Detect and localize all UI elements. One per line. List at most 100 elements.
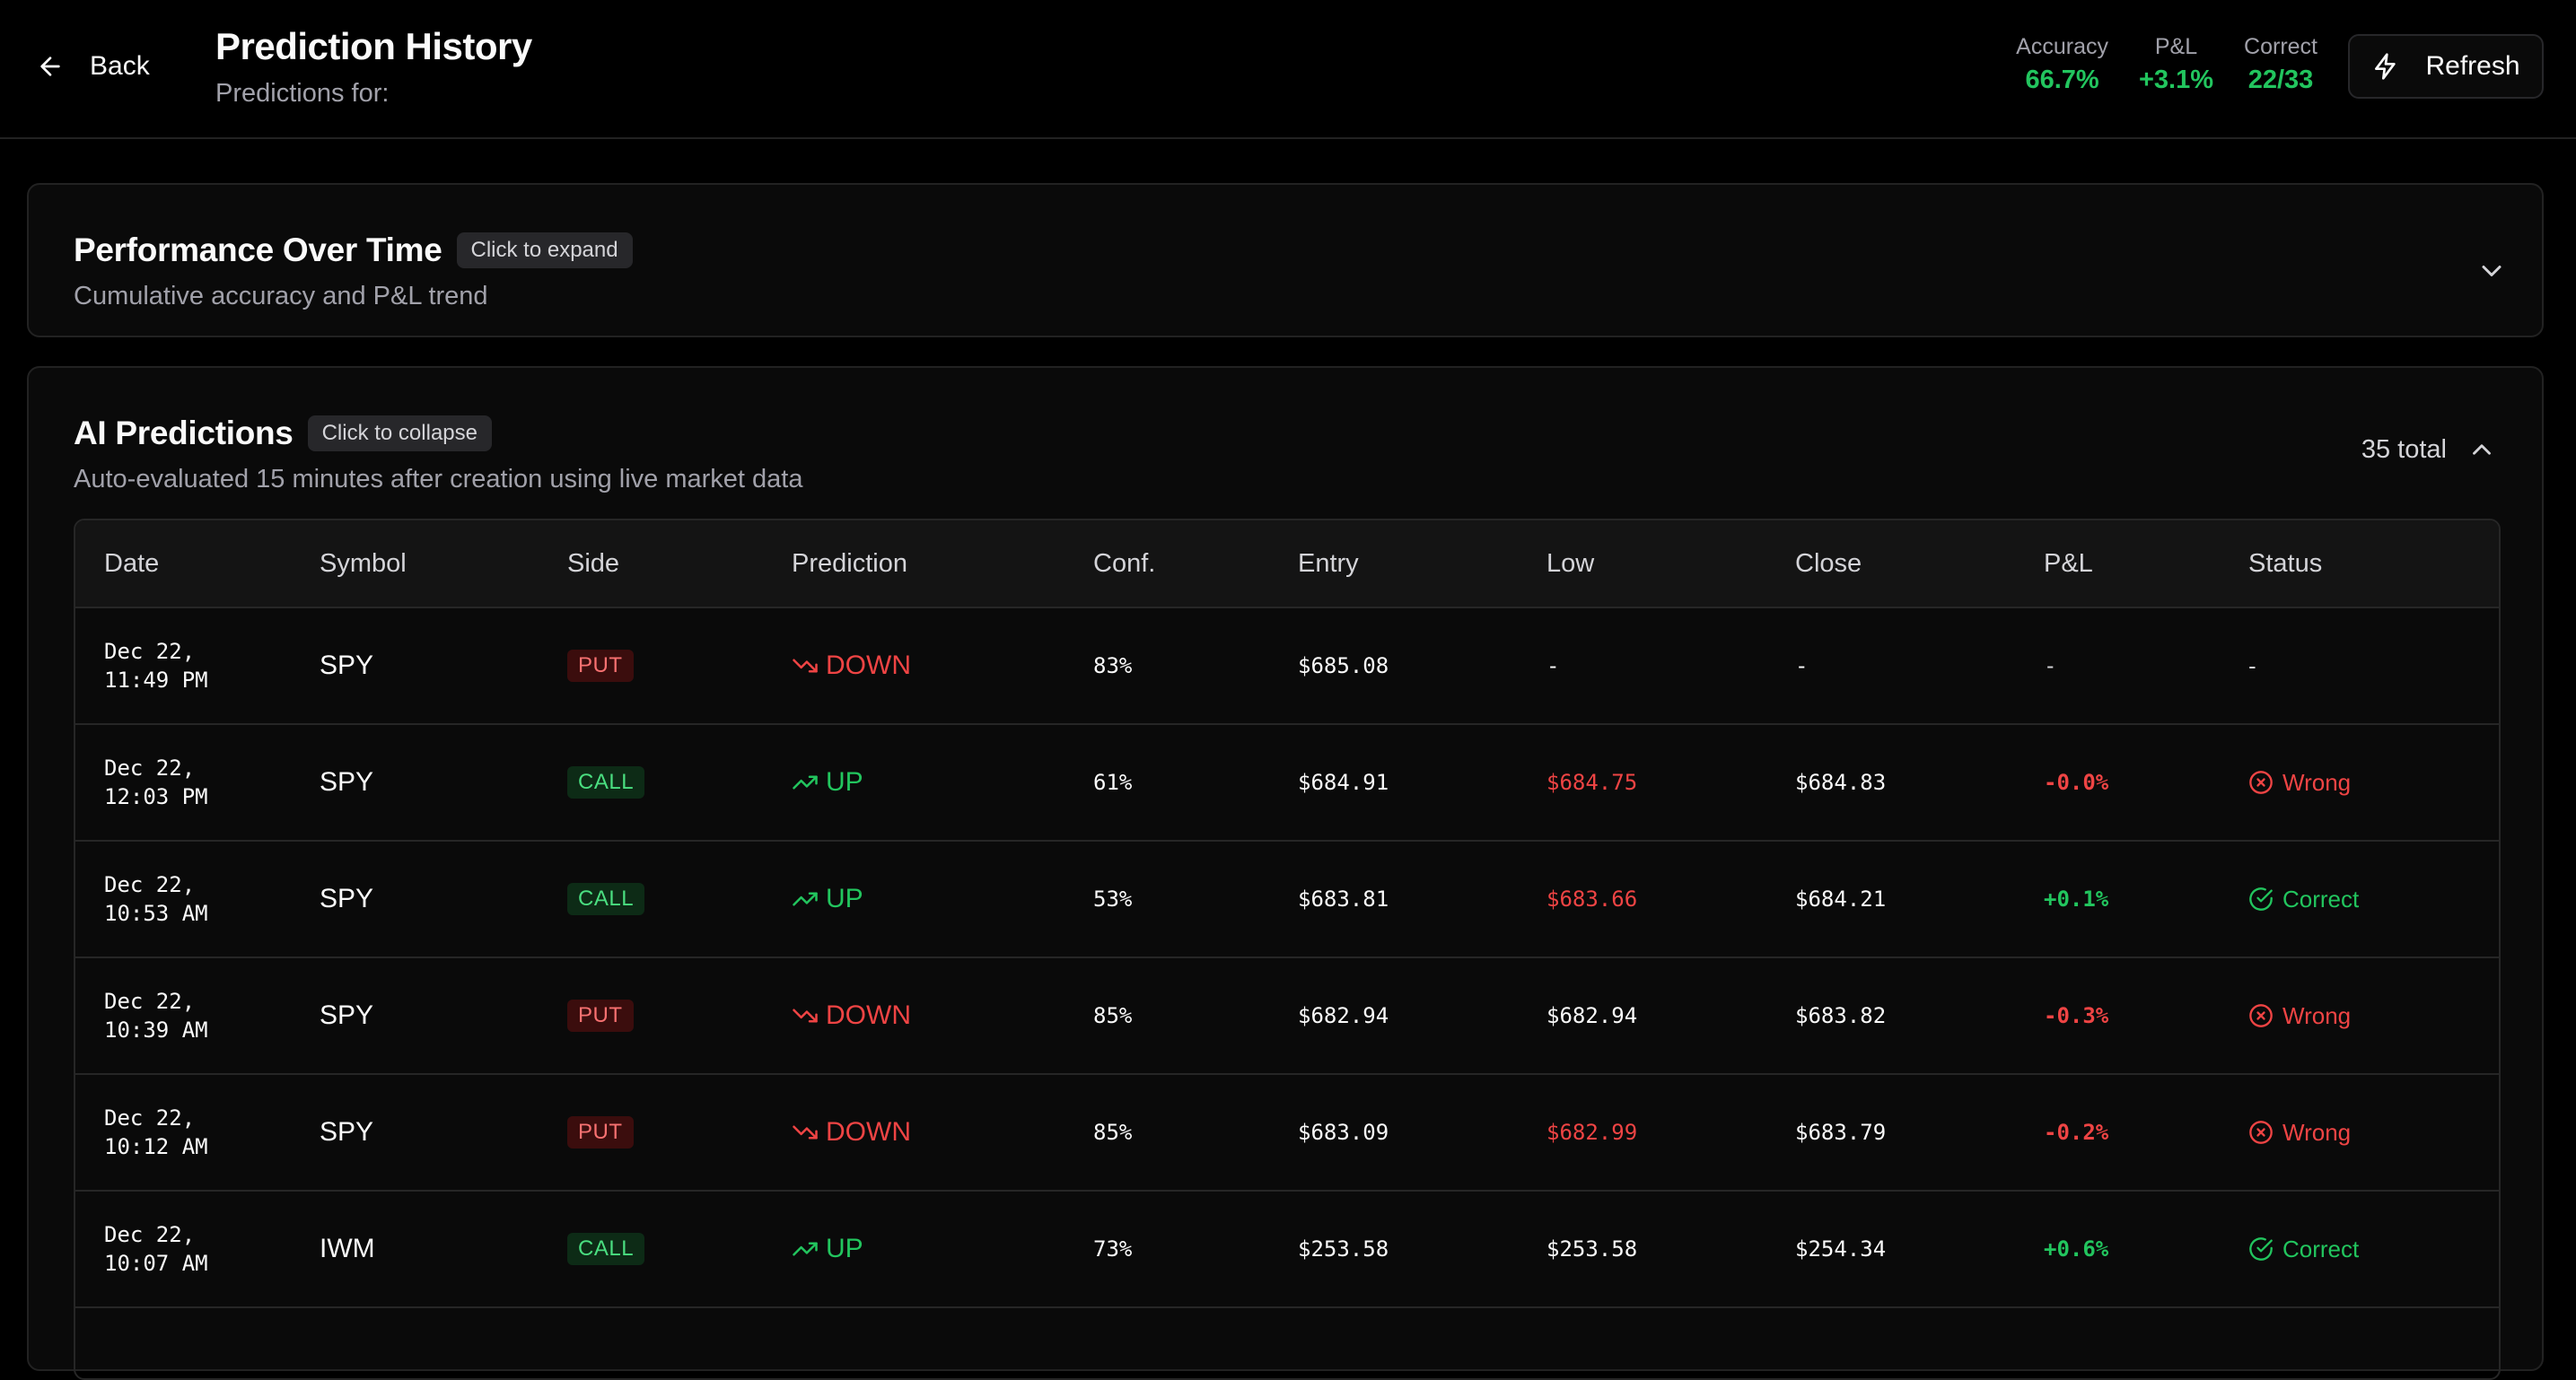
pnl-cell: -0.3% bbox=[2044, 1003, 2109, 1028]
column-header-prediction: Prediction bbox=[792, 548, 907, 578]
status-cell: Correct bbox=[2248, 842, 2359, 956]
prediction-cell: UP bbox=[792, 842, 863, 956]
low-cell: $683.66 bbox=[1546, 887, 1638, 912]
side-cell: PUT bbox=[567, 1075, 634, 1190]
table-header-row: Date Symbol Side Prediction Conf. Entry … bbox=[75, 520, 2499, 607]
predictions-header[interactable]: AI Predictions Click to collapse Auto-ev… bbox=[74, 415, 802, 494]
entry-cell: $253.58 bbox=[1298, 1236, 1389, 1262]
close-cell: $684.83 bbox=[1795, 770, 1887, 795]
stat-value: +3.1% bbox=[2138, 66, 2214, 94]
column-header-status: Status bbox=[2248, 548, 2323, 578]
low-cell: $682.99 bbox=[1546, 1120, 1638, 1145]
date-cell: Dec 22, 10:07 AM bbox=[104, 1222, 208, 1276]
stat-label: Accuracy bbox=[2016, 34, 2108, 59]
performance-card[interactable]: Performance Over Time Click to expand Cu… bbox=[27, 183, 2544, 337]
date-cell: Dec 22, 12:03 PM bbox=[104, 756, 208, 809]
stat-accuracy: Accuracy 66.7% bbox=[2016, 34, 2108, 95]
side-cell: CALL bbox=[567, 842, 645, 956]
stat-label: Correct bbox=[2244, 34, 2318, 59]
expand-hint-pill: Click to expand bbox=[456, 232, 633, 268]
trending-down-icon bbox=[793, 659, 818, 673]
prediction-cell: DOWN bbox=[792, 608, 911, 723]
table-row[interactable]: Dec 22, 10:53 AM SPY CALL UP 53% $683.81 … bbox=[75, 840, 2499, 956]
close-cell: - bbox=[1795, 653, 1809, 678]
side-cell: PUT bbox=[567, 608, 634, 723]
date-cell: Dec 22, 10:39 AM bbox=[104, 989, 208, 1043]
side-cell: PUT bbox=[567, 958, 634, 1073]
entry-cell: $682.94 bbox=[1298, 1003, 1389, 1028]
performance-header: Performance Over Time Click to expand Cu… bbox=[74, 231, 633, 311]
page-subtitle: Predictions for: bbox=[215, 79, 390, 108]
confidence-cell: 73% bbox=[1093, 1236, 1133, 1262]
trending-down-icon bbox=[793, 1125, 818, 1140]
stat-label: P&L bbox=[2154, 34, 2198, 59]
side-badge: PUT bbox=[567, 1000, 634, 1032]
column-header-pnl: P&L bbox=[2044, 548, 2093, 578]
pnl-cell: +0.1% bbox=[2044, 887, 2109, 912]
chevron-up-icon bbox=[2473, 444, 2491, 455]
table-row[interactable] bbox=[75, 1306, 2499, 1378]
column-header-side: Side bbox=[567, 548, 620, 578]
status-cell: Wrong bbox=[2248, 725, 2351, 840]
low-cell: - bbox=[1546, 653, 1560, 678]
column-header-close: Close bbox=[1795, 548, 1862, 578]
table-row[interactable]: Dec 22, 10:12 AM SPY PUT DOWN 85% $683.09… bbox=[75, 1073, 2499, 1190]
symbol-cell: SPY bbox=[320, 767, 374, 797]
table-row[interactable]: Dec 22, 11:49 PM SPY PUT DOWN 83% $685.08… bbox=[75, 607, 2499, 723]
symbol-cell: SPY bbox=[320, 1000, 374, 1030]
check-circle-icon bbox=[2249, 1237, 2273, 1261]
prediction-cell: UP bbox=[792, 725, 863, 840]
total-count[interactable]: 35 total bbox=[2361, 434, 2497, 465]
back-button[interactable]: Back bbox=[36, 39, 150, 93]
prediction-cell: DOWN bbox=[792, 1075, 911, 1190]
date-cell: Dec 22, 10:53 AM bbox=[104, 872, 208, 926]
side-badge: CALL bbox=[567, 883, 645, 915]
table-row[interactable]: Dec 22, 10:39 AM SPY PUT DOWN 85% $682.94… bbox=[75, 956, 2499, 1073]
close-cell: $254.34 bbox=[1795, 1236, 1887, 1262]
close-cell: $683.82 bbox=[1795, 1003, 1887, 1028]
trending-up-icon bbox=[793, 775, 818, 790]
status-cell: Correct bbox=[2248, 1192, 2359, 1306]
low-cell: $253.58 bbox=[1546, 1236, 1638, 1262]
pnl-cell: - bbox=[2044, 653, 2057, 678]
confidence-cell: 53% bbox=[1093, 887, 1133, 912]
column-header-symbol: Symbol bbox=[320, 548, 407, 578]
close-cell: $683.79 bbox=[1795, 1120, 1887, 1145]
symbol-cell: SPY bbox=[320, 884, 374, 913]
stat-value: 22/33 bbox=[2247, 66, 2314, 94]
x-circle-icon bbox=[2249, 1004, 2273, 1027]
x-circle-icon bbox=[2249, 771, 2273, 794]
predictions-card: AI Predictions Click to collapse Auto-ev… bbox=[27, 366, 2544, 1380]
table-row[interactable]: Dec 22, 12:03 PM SPY CALL UP 61% $684.91 … bbox=[75, 723, 2499, 840]
entry-cell: $684.91 bbox=[1298, 770, 1389, 795]
refresh-button[interactable]: Refresh bbox=[2348, 34, 2544, 99]
stat-value: 66.7% bbox=[2025, 66, 2099, 94]
confidence-cell: 61% bbox=[1093, 770, 1133, 795]
arrow-left-icon bbox=[40, 57, 60, 76]
column-header-low: Low bbox=[1546, 548, 1595, 578]
table-row[interactable]: Dec 22, 10:07 AM IWM CALL UP 73% $253.58 … bbox=[75, 1190, 2499, 1306]
collapse-hint-pill: Click to collapse bbox=[307, 415, 492, 451]
column-header-confidence: Conf. bbox=[1093, 548, 1156, 578]
date-cell: Dec 22, 11:49 PM bbox=[104, 639, 208, 693]
status-cell: Wrong bbox=[2248, 958, 2351, 1073]
chevron-down-icon[interactable] bbox=[2475, 255, 2508, 287]
trending-down-icon bbox=[793, 1009, 818, 1023]
page-title: Prediction History bbox=[215, 25, 532, 67]
pnl-cell: -0.0% bbox=[2044, 770, 2109, 795]
performance-title: Performance Over Time bbox=[74, 231, 442, 268]
pnl-cell: +0.6% bbox=[2044, 1236, 2109, 1262]
side-badge: PUT bbox=[567, 650, 634, 682]
performance-description: Cumulative accuracy and P&L trend bbox=[74, 282, 488, 310]
side-badge: CALL bbox=[567, 766, 645, 799]
total-label: 35 total bbox=[2361, 434, 2447, 464]
lightning-icon bbox=[2375, 53, 2396, 80]
stats-summary: Accuracy 66.7% P&L +3.1% Correct 22/33 bbox=[2016, 34, 2318, 95]
status-cell: Wrong bbox=[2248, 1075, 2351, 1190]
column-header-entry: Entry bbox=[1298, 548, 1359, 578]
prediction-cell: DOWN bbox=[792, 958, 911, 1073]
confidence-cell: 83% bbox=[1093, 653, 1133, 678]
x-circle-icon bbox=[2249, 1121, 2273, 1144]
status-cell: - bbox=[2248, 651, 2256, 679]
symbol-cell: IWM bbox=[320, 1234, 375, 1263]
